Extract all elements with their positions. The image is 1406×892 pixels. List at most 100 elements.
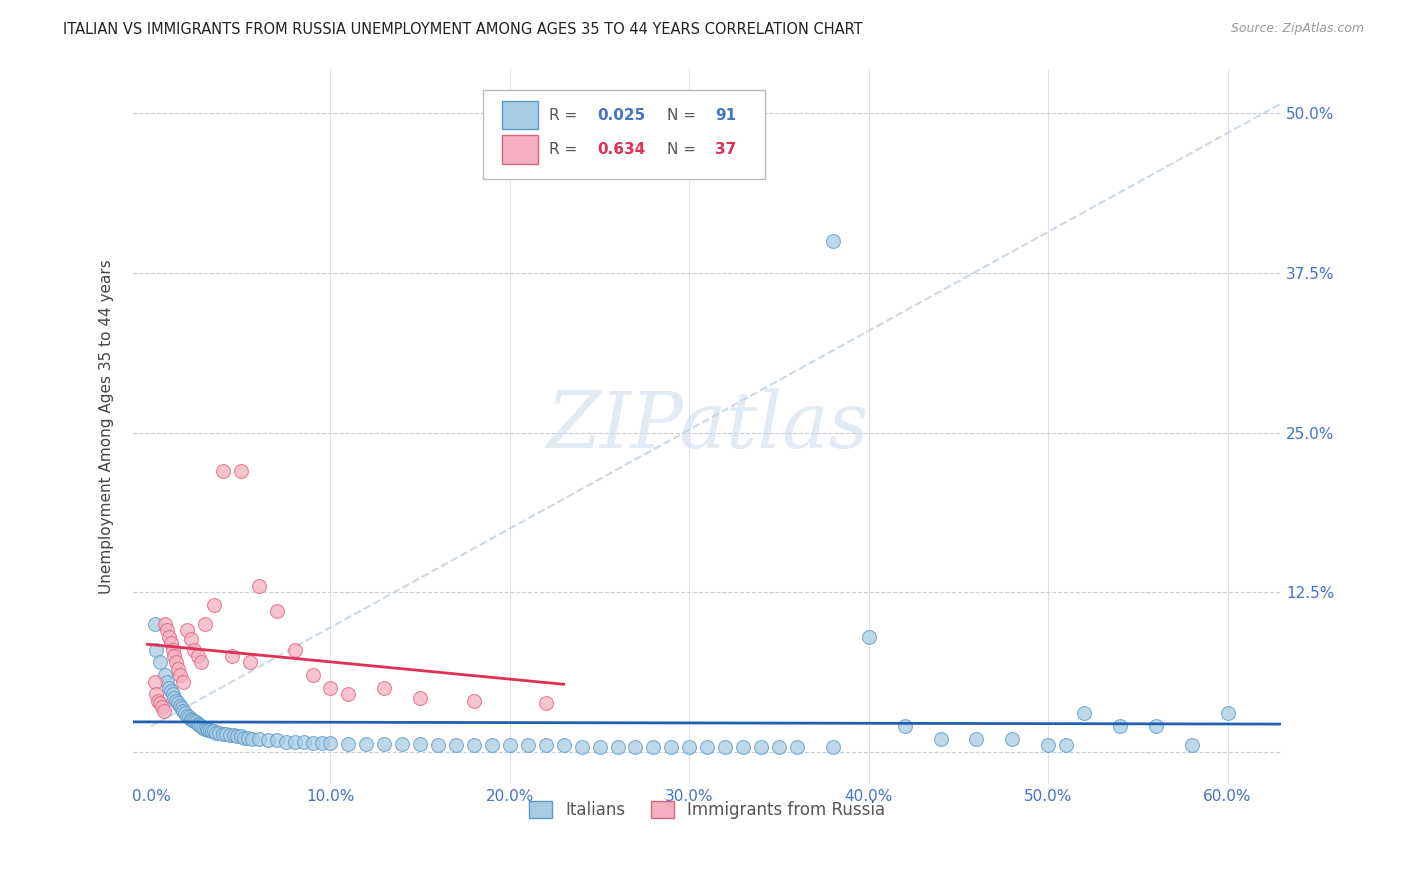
Text: ITALIAN VS IMMIGRANTS FROM RUSSIA UNEMPLOYMENT AMONG AGES 35 TO 44 YEARS CORRELA: ITALIAN VS IMMIGRANTS FROM RUSSIA UNEMPL… [63, 22, 863, 37]
Point [155, 617, 177, 632]
Point [145, 687, 167, 701]
Point [149, 696, 172, 710]
Point [534, 696, 557, 710]
Point [143, 617, 166, 632]
Point [148, 694, 170, 708]
Point [929, 732, 952, 747]
Point [157, 630, 180, 644]
Text: N =: N = [666, 108, 702, 122]
Point [174, 706, 197, 721]
Point [187, 648, 209, 663]
Point [167, 696, 190, 710]
Point [152, 704, 174, 718]
Point [176, 624, 198, 638]
Point [749, 739, 772, 754]
Point [172, 704, 194, 718]
Point [733, 739, 755, 754]
Point [571, 739, 593, 754]
Point [194, 617, 217, 632]
Point [1001, 732, 1024, 747]
Point [1036, 739, 1059, 753]
Point [247, 732, 270, 747]
Point [588, 739, 610, 754]
Point [284, 734, 307, 748]
Point [180, 632, 202, 647]
Point [157, 681, 180, 695]
Text: N =: N = [666, 142, 702, 157]
Point [191, 721, 214, 735]
Point [194, 722, 217, 736]
Point [292, 734, 315, 748]
Point [163, 691, 186, 706]
FancyBboxPatch shape [502, 101, 538, 129]
Point [190, 719, 212, 733]
Text: 91: 91 [716, 108, 737, 122]
Point [183, 642, 205, 657]
Point [786, 739, 808, 754]
Point [211, 727, 233, 741]
Point [553, 739, 575, 753]
Point [177, 710, 200, 724]
Point [643, 739, 665, 754]
Point [195, 722, 218, 736]
Point [266, 604, 288, 618]
Point [965, 732, 987, 747]
Point [215, 727, 238, 741]
Point [156, 624, 179, 638]
Point [159, 636, 181, 650]
Point [409, 737, 432, 751]
Text: ZIPatlas: ZIPatlas [546, 388, 869, 464]
Point [162, 687, 184, 701]
Point [1216, 706, 1239, 721]
Point [481, 739, 503, 753]
Point [145, 642, 167, 657]
Point [169, 668, 191, 682]
Point [1181, 739, 1204, 753]
Point [236, 731, 259, 745]
Point [233, 731, 256, 745]
Text: 37: 37 [716, 142, 737, 157]
Point [768, 739, 790, 754]
Point [463, 694, 485, 708]
Point [221, 648, 243, 663]
Point [211, 464, 233, 478]
Point [200, 723, 222, 737]
Point [714, 739, 737, 754]
Text: 0.634: 0.634 [598, 142, 645, 157]
Point [319, 736, 342, 750]
Point [150, 700, 173, 714]
Y-axis label: Unemployment Among Ages 35 to 44 years: Unemployment Among Ages 35 to 44 years [100, 259, 114, 593]
Text: Source: ZipAtlas.com: Source: ZipAtlas.com [1230, 22, 1364, 36]
Point [167, 662, 190, 676]
Point [516, 739, 538, 753]
Text: R =: R = [548, 108, 582, 122]
Point [266, 733, 288, 747]
Point [678, 739, 700, 754]
Point [197, 723, 219, 737]
Point [319, 681, 342, 695]
Point [391, 737, 413, 751]
Point [373, 681, 395, 695]
Point [190, 656, 212, 670]
Point [159, 683, 181, 698]
Point [204, 725, 226, 739]
Point [534, 739, 557, 753]
Point [893, 719, 915, 733]
Point [176, 709, 198, 723]
Point [181, 713, 204, 727]
Point [165, 656, 187, 670]
Point [284, 642, 307, 657]
Text: 0.025: 0.025 [598, 108, 645, 122]
Point [202, 724, 225, 739]
Point [172, 674, 194, 689]
Point [301, 736, 323, 750]
Point [208, 725, 231, 739]
Point [427, 739, 450, 753]
Point [201, 724, 224, 739]
Point [444, 739, 467, 753]
Point [409, 691, 432, 706]
Point [143, 674, 166, 689]
Point [356, 737, 378, 751]
Point [624, 739, 647, 754]
FancyBboxPatch shape [484, 90, 765, 179]
